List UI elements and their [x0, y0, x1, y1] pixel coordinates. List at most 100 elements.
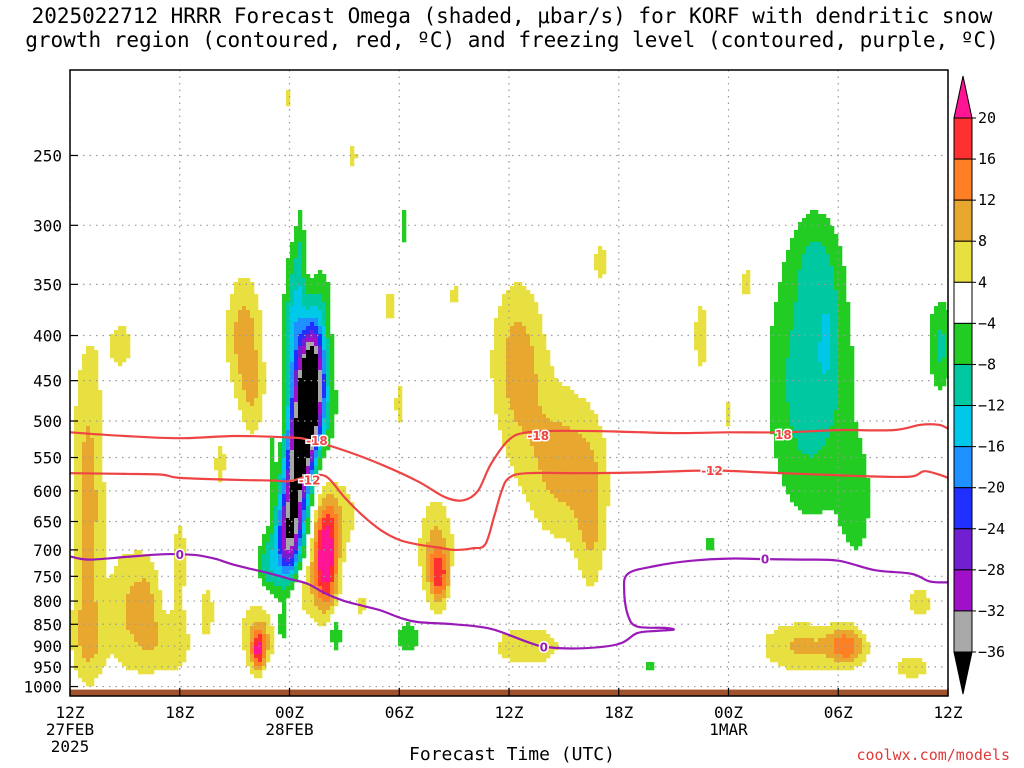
omega-cell: [574, 554, 579, 559]
omega-cell: [302, 362, 307, 367]
omega-cell: [142, 574, 147, 579]
omega-cell: [602, 266, 607, 271]
omega-cell: [542, 358, 547, 363]
omega-cell: [278, 454, 283, 459]
omega-cell: [86, 474, 91, 479]
omega-cell: [86, 346, 91, 351]
omega-cell: [274, 526, 279, 531]
omega-cell: [838, 246, 843, 251]
omega-cell: [78, 474, 83, 479]
omega-cell: [310, 342, 315, 347]
omega-cell: [594, 530, 599, 535]
omega-cell: [242, 310, 247, 315]
omega-cell: [230, 334, 235, 339]
omega-cell: [542, 466, 547, 471]
omega-cell: [238, 334, 243, 339]
omega-cell: [242, 386, 247, 391]
omega-cell: [338, 546, 343, 551]
omega-cell: [246, 366, 251, 371]
omega-cell: [786, 414, 791, 419]
omega-cell: [742, 290, 747, 295]
omega-cell: [294, 234, 299, 239]
omega-cell: [98, 494, 103, 499]
omega-cell: [322, 366, 327, 371]
omega-cell: [842, 306, 847, 311]
omega-cell: [542, 518, 547, 523]
omega-cell: [854, 478, 859, 483]
omega-cell: [790, 238, 795, 243]
omega-cell: [290, 494, 295, 499]
omega-cell: [818, 346, 823, 351]
omega-cell: [74, 554, 79, 559]
omega-cell: [446, 518, 451, 523]
omega-cell: [810, 334, 815, 339]
omega-cell: [422, 518, 427, 523]
omega-cell: [554, 438, 559, 443]
omega-cell: [282, 442, 287, 447]
omega-cell: [506, 346, 511, 351]
omega-cell: [562, 478, 567, 483]
omega-cell: [770, 394, 775, 399]
omega-cell: [778, 466, 783, 471]
omega-cell: [814, 470, 819, 475]
omega-cell: [818, 374, 823, 379]
omega-cell: [826, 294, 831, 299]
omega-cell: [702, 322, 707, 327]
omega-cell: [286, 298, 291, 303]
omega-cell: [306, 386, 311, 391]
omega-cell: [314, 334, 319, 339]
omega-cell: [254, 350, 259, 355]
omega-cell: [938, 306, 943, 311]
omega-cell: [90, 474, 95, 479]
omega-cell: [574, 450, 579, 455]
omega-cell: [778, 414, 783, 419]
omega-cell: [282, 546, 287, 551]
omega-cell: [98, 562, 103, 567]
omega-cell: [246, 354, 251, 359]
omega-cell: [538, 482, 543, 487]
omega-cell: [530, 330, 535, 335]
omega-cell: [822, 298, 827, 303]
omega-cell: [830, 418, 835, 423]
omega-cell: [822, 426, 827, 431]
omega-cell: [538, 502, 543, 507]
omega-cell: [846, 302, 851, 307]
omega-cell: [790, 354, 795, 359]
omega-cell: [306, 498, 311, 503]
omega-cell: [318, 402, 323, 407]
omega-cell: [322, 338, 327, 343]
omega-cell: [302, 262, 307, 267]
omega-cell: [786, 318, 791, 323]
omega-cell: [802, 362, 807, 367]
omega-cell: [498, 406, 503, 411]
omega-cell: [526, 466, 531, 471]
omega-cell: [846, 486, 851, 491]
omega-cell: [78, 530, 83, 535]
omega-cell: [546, 350, 551, 355]
omega-cell: [550, 426, 555, 431]
omega-cell: [314, 418, 319, 423]
omega-cell: [298, 526, 303, 531]
omega-cell: [514, 302, 519, 307]
omega-cell: [802, 258, 807, 263]
omega-cell: [598, 558, 603, 563]
omega-cell: [298, 422, 303, 427]
omega-cell: [254, 366, 259, 371]
omega-cell: [806, 474, 811, 479]
omega-cell: [498, 370, 503, 375]
omega-cell: [506, 294, 511, 299]
omega-cell: [710, 542, 715, 547]
omega-cell: [838, 510, 843, 515]
omega-cell: [826, 462, 831, 467]
omega-cell: [498, 314, 503, 319]
omega-cell: [802, 378, 807, 383]
omega-cell: [442, 510, 447, 515]
omega-cell: [934, 326, 939, 331]
omega-cell: [138, 558, 143, 563]
omega-cell: [518, 282, 523, 287]
omega-cell: [774, 318, 779, 323]
omega-cell: [538, 450, 543, 455]
omega-cell: [562, 438, 567, 443]
omega-cell: [298, 362, 303, 367]
omega-cell: [822, 502, 827, 507]
